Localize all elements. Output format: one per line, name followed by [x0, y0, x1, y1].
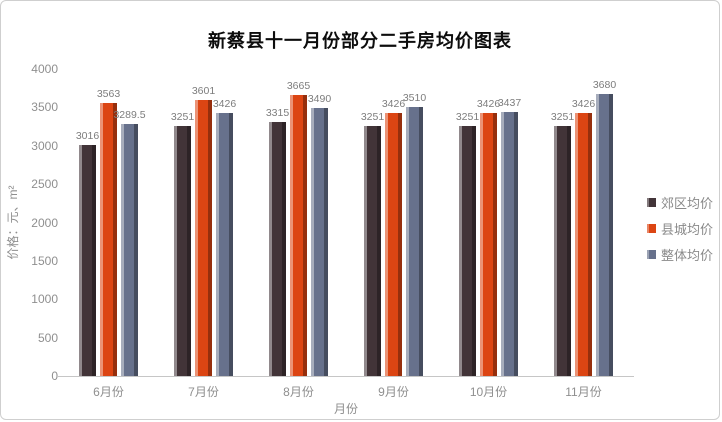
bar-郊区均价-9月份 [364, 126, 381, 376]
value-label: 3680 [592, 78, 617, 91]
x-tick-label: 6月份 [93, 385, 124, 399]
bar-整体均价-6月份 [121, 123, 138, 376]
value-label: 3437 [497, 97, 522, 110]
value-label: 3665 [286, 79, 311, 92]
value-label: 3490 [307, 93, 332, 106]
y-tick-label: 0 [51, 369, 58, 383]
bar-县城均价-9月份 [385, 113, 402, 376]
bar-郊区均价-6月份 [79, 144, 96, 376]
bar-整体均价-9月份 [406, 106, 423, 376]
y-tick-label: 1500 [31, 253, 58, 268]
value-label: 3315 [265, 106, 290, 119]
x-axis-line [58, 376, 634, 377]
value-label: 3251 [360, 111, 385, 124]
bar-郊区均价-11月份 [554, 126, 571, 376]
value-label: 3016 [75, 129, 100, 142]
legend-label: 整体均价 [661, 248, 714, 263]
value-label: 3426 [212, 98, 237, 111]
value-label: 3426 [571, 98, 596, 111]
value-label: 3251 [170, 111, 195, 124]
legend-item-县城均价: 县城均价 [647, 219, 713, 238]
y-tick-label: 1000 [31, 292, 58, 307]
y-tick-label: 2000 [31, 215, 58, 230]
value-label: 3251 [455, 111, 480, 124]
bar-整体均价-8月份 [311, 108, 328, 376]
bar-郊区均价-10月份 [459, 126, 476, 376]
bar-县城均价-8月份 [290, 94, 307, 376]
x-axis-title: 月份 [333, 402, 358, 416]
y-tick-label: 3500 [31, 100, 58, 115]
x-tick-label: 10月份 [469, 385, 508, 399]
y-tick-label: 4000 [31, 62, 58, 76]
value-label: 3251 [550, 111, 575, 124]
x-tick-label: 11月份 [565, 385, 602, 399]
legend: 郊区均价县城均价整体均价 [647, 193, 713, 264]
legend-item-郊区均价: 郊区均价 [647, 193, 713, 212]
x-tick-label: 7月份 [188, 385, 219, 399]
legend-marker-icon [647, 198, 656, 207]
value-label: 3426 [476, 98, 501, 111]
bar-整体均价-10月份 [501, 112, 518, 376]
value-label: 3426 [381, 98, 406, 111]
bar-县城均价-7月份 [195, 99, 212, 376]
y-tick-label: 500 [37, 330, 58, 345]
x-tick-label: 9月份 [378, 385, 409, 399]
value-label: 3510 [402, 91, 427, 104]
bar-县城均价-6月份 [100, 102, 117, 376]
bar-整体均价-7月份 [216, 113, 233, 376]
bar-县城均价-11月份 [575, 113, 592, 376]
legend-label: 县城均价 [661, 222, 714, 237]
legend-marker-icon [647, 250, 656, 259]
value-label: 3601 [191, 84, 216, 97]
bar-整体均价-11月份 [596, 93, 613, 376]
legend-label: 郊区均价 [661, 196, 714, 211]
legend-item-整体均价: 整体均价 [647, 245, 713, 264]
y-tick-label: 3000 [31, 138, 58, 153]
x-tick-label: 8月份 [283, 385, 314, 399]
y-tick-label: 2500 [31, 177, 58, 192]
value-label: 3289.5 [113, 108, 146, 121]
bar-郊区均价-8月份 [269, 121, 286, 376]
legend-marker-icon [647, 224, 656, 233]
bar-郊区均价-7月份 [174, 126, 191, 376]
chart-title: 新蔡县十一月份部分二手房均价图表 [208, 31, 512, 51]
bar-县城均价-10月份 [480, 113, 497, 376]
value-label: 3563 [96, 87, 121, 100]
